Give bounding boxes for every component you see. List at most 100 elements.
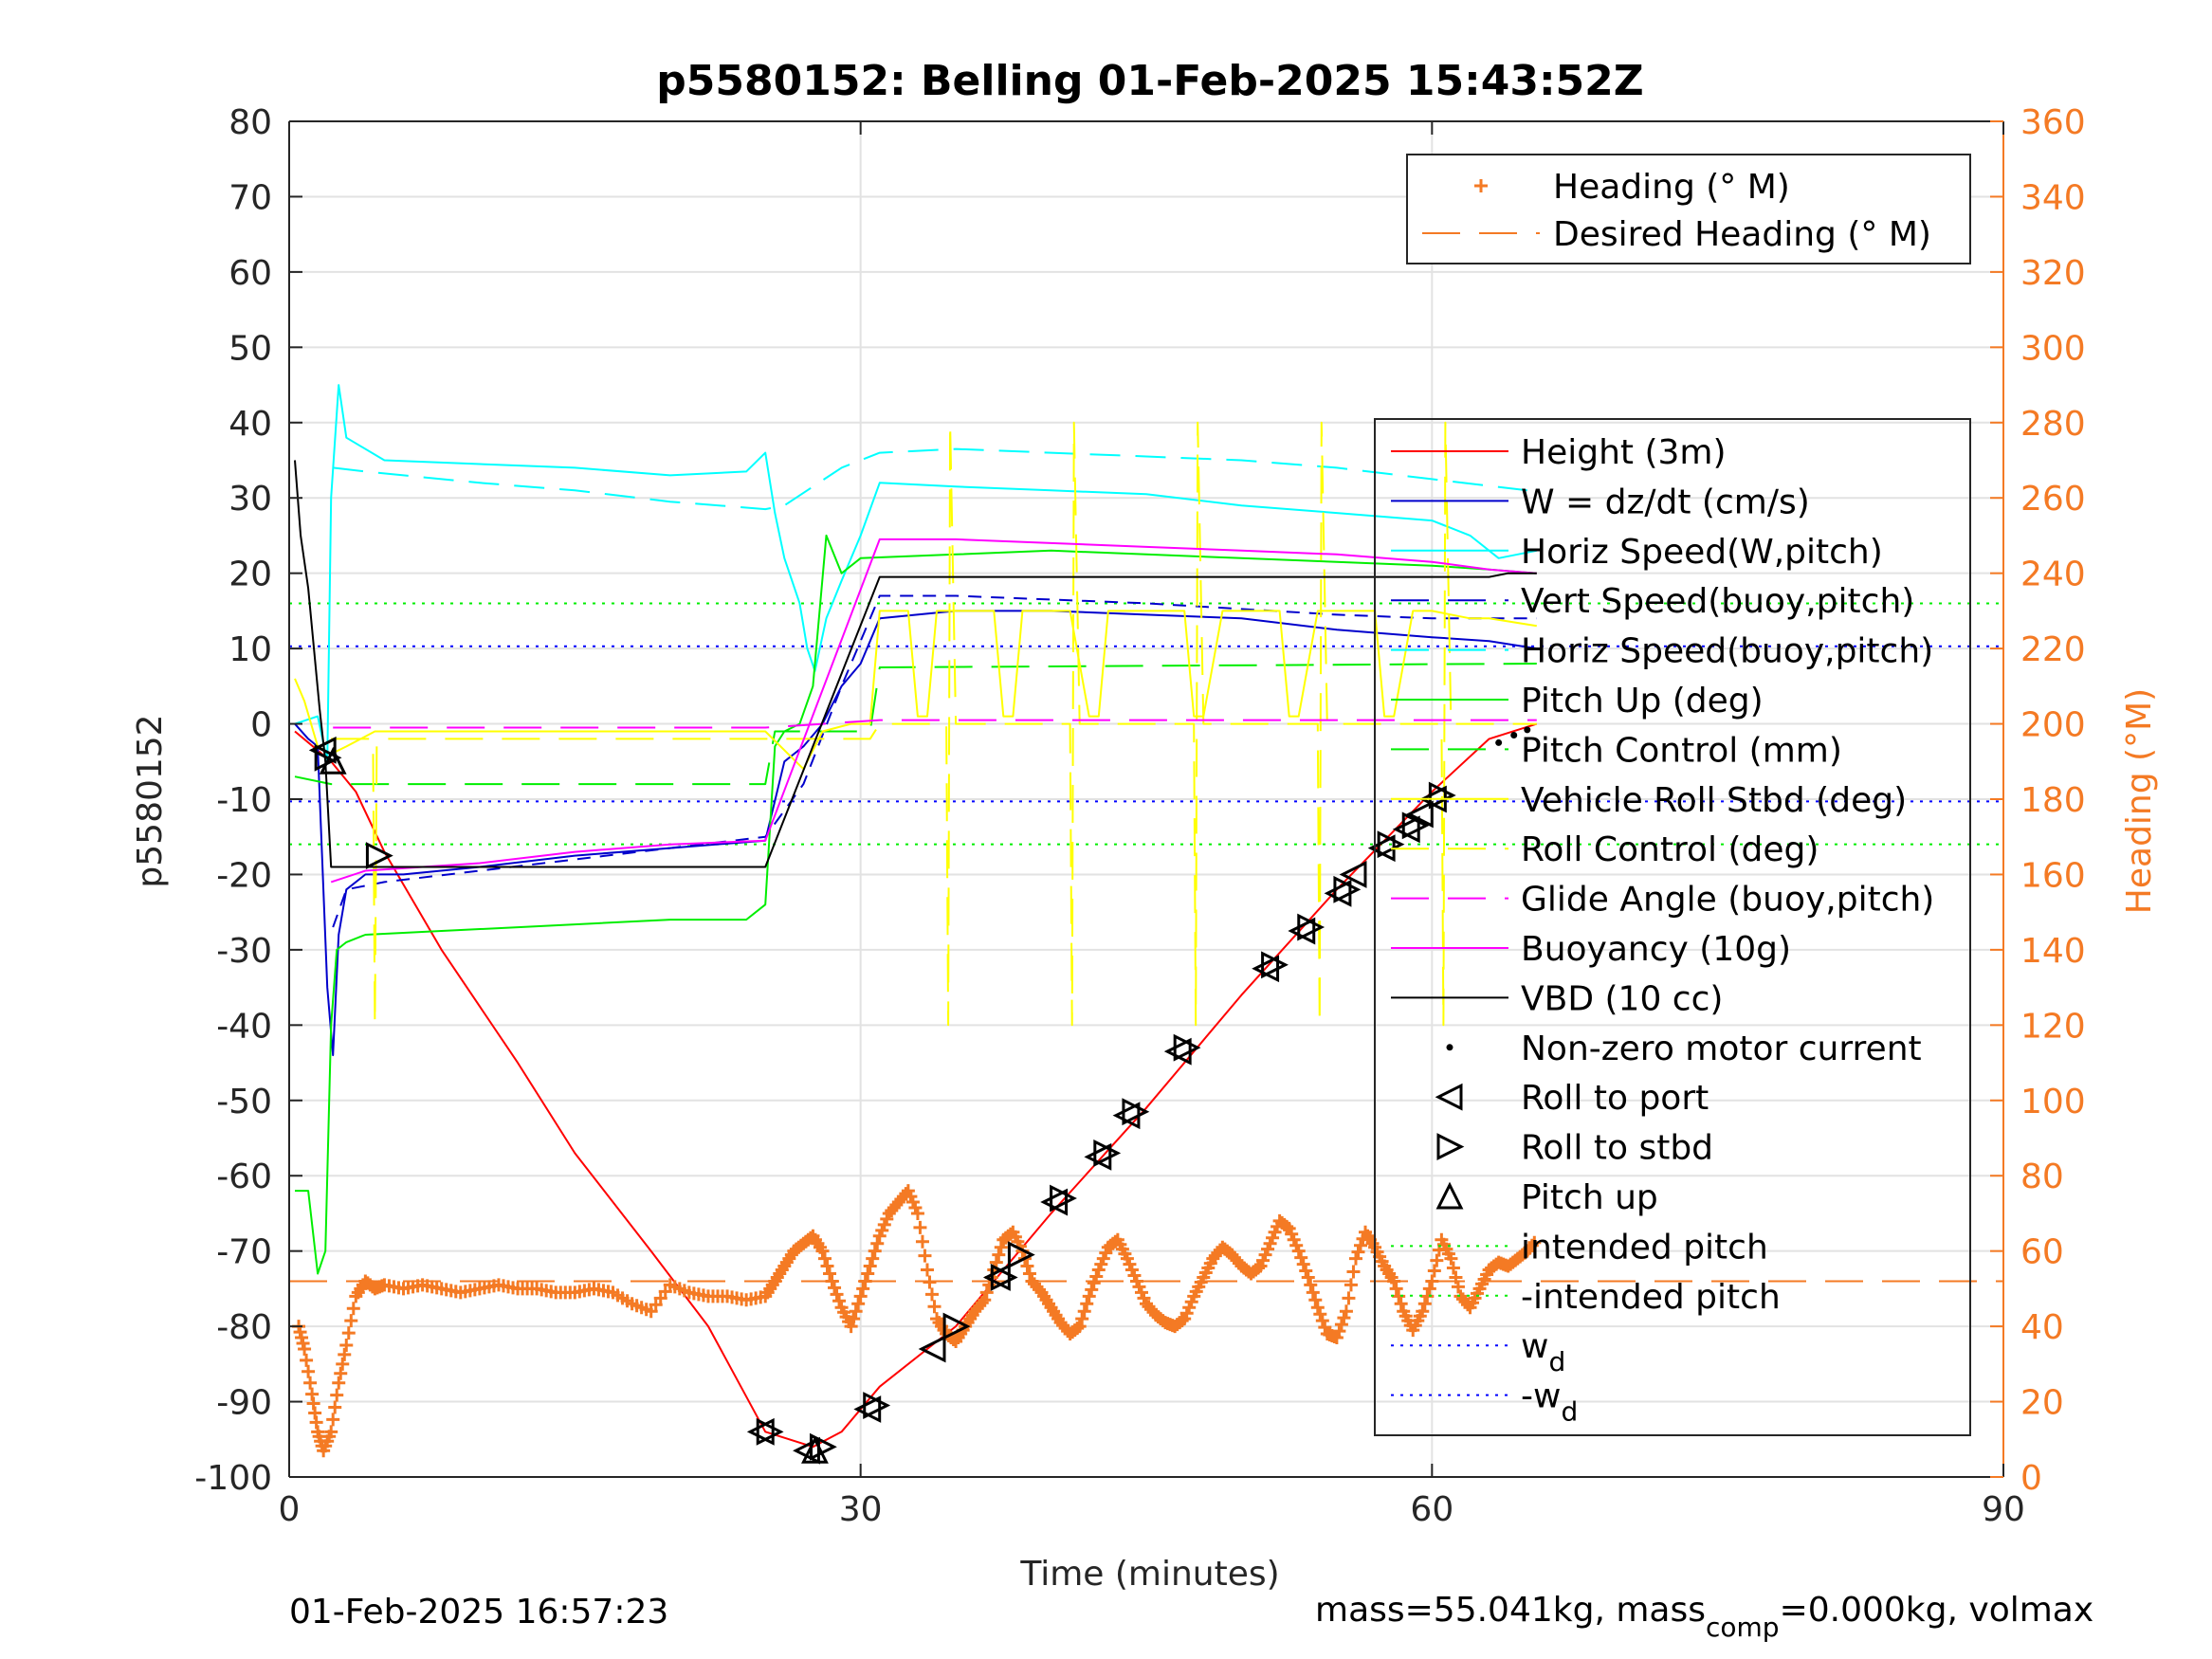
x-tick-label: 60 [1410, 1490, 1453, 1529]
legend-label: Heading (° M) [1553, 168, 1790, 207]
y-tick-label-left: -20 [216, 856, 272, 895]
heading-point [302, 1364, 316, 1378]
marker-left [308, 736, 337, 764]
legend-label-sub: d [1561, 1396, 1578, 1428]
heading-point [1082, 1289, 1096, 1304]
motor-current-dot [1510, 731, 1518, 738]
legend-label-text: Roll Control (deg) [1521, 830, 1819, 869]
heading-point [847, 1312, 861, 1326]
heading-point [870, 1236, 885, 1250]
legend-label: Desired Heading (° M) [1553, 215, 1931, 254]
legend-label: -wd [1521, 1377, 1578, 1428]
marker-right [365, 842, 393, 870]
reference-lines [289, 602, 2003, 846]
y-axis-label-left: p5580152 [131, 714, 170, 887]
y-tick-label-right: 0 [2020, 1459, 2042, 1498]
heading-point [1299, 1264, 1313, 1278]
y-tick-label-right: 80 [2020, 1158, 2064, 1196]
marker-right [1261, 951, 1289, 979]
heading-point [1304, 1278, 1318, 1292]
heading-point [1072, 1320, 1087, 1334]
heading-point [825, 1274, 839, 1288]
heading-point [326, 1413, 340, 1427]
heading-point [341, 1326, 356, 1340]
legend-label-text: Roll to stbd [1521, 1129, 1713, 1168]
legend-label: Pitch up [1521, 1178, 1658, 1217]
series-line [294, 610, 1537, 1057]
heading-point [1354, 1238, 1367, 1252]
y-tick-label-left: 40 [229, 405, 272, 444]
motor-current-dot [1524, 726, 1531, 734]
axes: 0 30 60 9080706050403020100-10-20-30-40-50-… [194, 103, 2085, 1529]
heading-point [992, 1248, 1006, 1262]
heading-point [1525, 1238, 1539, 1252]
y-tick-label-right: 240 [2020, 556, 2086, 594]
heading-point [1394, 1297, 1408, 1311]
series-line [333, 447, 1527, 511]
heading-point [1077, 1304, 1091, 1319]
legend-label: Horiz Speed(buoy,pitch) [1521, 632, 1933, 671]
heading-point [1527, 1235, 1542, 1249]
heading-point [1313, 1307, 1327, 1322]
heading-point [1087, 1276, 1101, 1290]
y-tick-label-left: 60 [229, 254, 272, 293]
marker-left [746, 1417, 775, 1446]
y-tick-label-left: -80 [216, 1308, 272, 1347]
y-tick-label-right: 320 [2020, 254, 2086, 293]
legend-label-text: Roll to port [1521, 1079, 1709, 1118]
series-line [294, 384, 1537, 763]
heading-point [336, 1357, 350, 1371]
y-tick-label-left: -90 [216, 1384, 272, 1423]
legend-label: Roll to port [1521, 1079, 1709, 1118]
heading-point [861, 1267, 875, 1281]
heading-point [925, 1287, 939, 1302]
marker-right [863, 1392, 891, 1419]
heading-point [923, 1275, 937, 1289]
legend-label-text: VBD (10 cc) [1521, 979, 1723, 1018]
series-line [294, 610, 1537, 771]
heading-point [1389, 1282, 1403, 1296]
marker-left [982, 1264, 1011, 1291]
series-line [294, 460, 1537, 868]
heading-point [913, 1220, 927, 1234]
marker-right [1377, 830, 1405, 859]
heading-point [300, 1353, 314, 1367]
y-tick-label-right: 180 [2020, 781, 2086, 820]
footer-timestamp: 01-Feb-2025 16:57:23 [289, 1593, 668, 1632]
heading-point [1444, 1251, 1458, 1266]
marker-right [809, 1432, 837, 1461]
legend-label-text: Buoyancy (10g) [1521, 930, 1791, 969]
y-tick-label-left: -100 [194, 1459, 272, 1498]
marker-right [942, 1312, 971, 1340]
heading-point [1306, 1285, 1320, 1300]
heading-point [1329, 1331, 1344, 1345]
chart-title: p5580152: Belling 01-Feb-2025 15:43:52Z [656, 57, 1643, 105]
heading-point [849, 1304, 863, 1319]
heading-point [927, 1300, 941, 1314]
marker-right [990, 1264, 1018, 1291]
legend-label: -intended pitch [1521, 1278, 1781, 1317]
heading-point [1451, 1280, 1465, 1294]
legend-label: Horiz Speed(W,pitch) [1521, 533, 1883, 572]
heading-point [818, 1251, 832, 1266]
y-tick-label-right: 360 [2020, 103, 2086, 142]
marker-left [1339, 861, 1367, 888]
heading-point [1346, 1265, 1361, 1279]
footer-mass-main: mass=55.041kg, mass [1315, 1591, 1706, 1630]
heading-point [823, 1267, 837, 1281]
heading-point [830, 1287, 844, 1302]
series-line [330, 538, 1537, 884]
legend-label-text: W = dz/dt (cm/s) [1521, 483, 1810, 521]
heading-point [828, 1281, 842, 1295]
marker-right [1401, 811, 1430, 840]
heading-point [1308, 1293, 1323, 1307]
legend-marker [1435, 1181, 1464, 1210]
legend-label-text: Heading (° M) [1553, 168, 1790, 207]
y-axis-label-right: Heading (°M) [2120, 688, 2159, 914]
legend-label: Vert Speed(buoy,pitch) [1521, 582, 1914, 621]
main-legend: Height (3m) W = dz/dt (cm/s) Horiz Speed(W… [1374, 418, 1971, 1436]
y-tick-label-right: 260 [2020, 480, 2086, 519]
series-line [331, 421, 1537, 1027]
legend-label: Roll Control (deg) [1521, 830, 1819, 869]
series-layer [294, 384, 1538, 1449]
